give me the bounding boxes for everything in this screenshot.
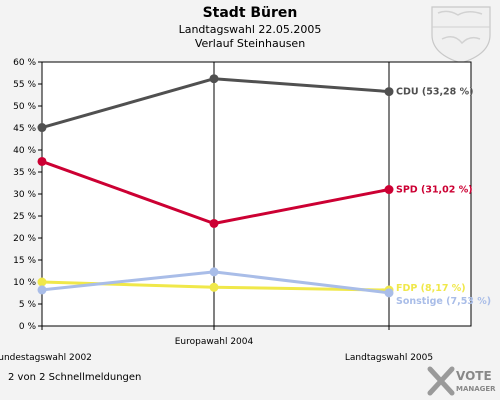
x-tick-label: Bundestagswahl 2002: [0, 353, 92, 363]
data-point-sonstige: [384, 288, 394, 298]
y-tick-label: 45 %: [13, 124, 36, 134]
y-tick-label: 10 %: [13, 278, 36, 288]
y-tick-label: 55 %: [13, 80, 36, 90]
chart-subtitle-district: Verlauf Steinhausen: [195, 37, 305, 50]
end-label-spd: SPD (31,02 %): [396, 185, 473, 196]
coat-of-arms-icon: [431, 6, 491, 64]
cross-icon: [427, 366, 455, 396]
y-tick-label: 0 %: [19, 322, 37, 332]
end-label-fdp: FDP (8,17 %): [396, 283, 466, 294]
data-point-cdu: [37, 123, 47, 133]
y-tick-label: 25 %: [13, 212, 36, 222]
chart-subtitle-election: Landtagswahl 22.05.2005: [179, 23, 322, 36]
y-tick-label: 30 %: [13, 190, 36, 200]
data-point-spd: [37, 156, 47, 166]
footer-note: 2 von 2 Schnellmeldungen: [8, 372, 141, 383]
y-tick-label: 50 %: [13, 102, 36, 112]
data-point-spd: [209, 218, 219, 228]
series-layer: [37, 74, 394, 298]
end-labels: CDU (53,28 %) SPD (31,02 %) FDP (8,17 %) So…: [396, 87, 491, 307]
y-tick-label: 60 %: [13, 58, 36, 68]
data-point-fdp: [37, 277, 47, 287]
y-tick-label: 40 %: [13, 146, 36, 156]
x-tick-label: Europawahl 2004: [175, 337, 254, 347]
brand-vote: VOTE: [456, 369, 492, 383]
data-point-spd: [384, 185, 394, 195]
y-tick-label: 15 %: [13, 256, 36, 266]
end-label-sonstige: Sonstige (7,53 %): [396, 296, 491, 307]
y-axis: 0 % 5 % 10 % 15 % 20 % 25 % 30 % 35 % 40 % 45 % 50…: [13, 58, 42, 332]
data-point-sonstige: [37, 285, 47, 295]
chart-title: Stadt Büren: [203, 5, 298, 21]
x-axis: Bundestagswahl 2002 Europawahl 2004 Landta…: [0, 62, 433, 363]
vote-manager-logo: VOTE MANAGER: [427, 366, 496, 396]
end-label-cdu: CDU (53,28 %): [396, 87, 473, 98]
y-tick-label: 35 %: [13, 168, 36, 178]
data-point-fdp: [209, 282, 219, 292]
y-tick-label: 5 %: [19, 300, 37, 310]
y-tick-label: 20 %: [13, 234, 36, 244]
x-tick-label: Landtagswahl 2005: [345, 353, 433, 363]
data-point-sonstige: [209, 267, 219, 277]
brand-manager: MANAGER: [456, 385, 496, 393]
data-point-cdu: [209, 74, 219, 84]
data-point-cdu: [384, 87, 394, 97]
